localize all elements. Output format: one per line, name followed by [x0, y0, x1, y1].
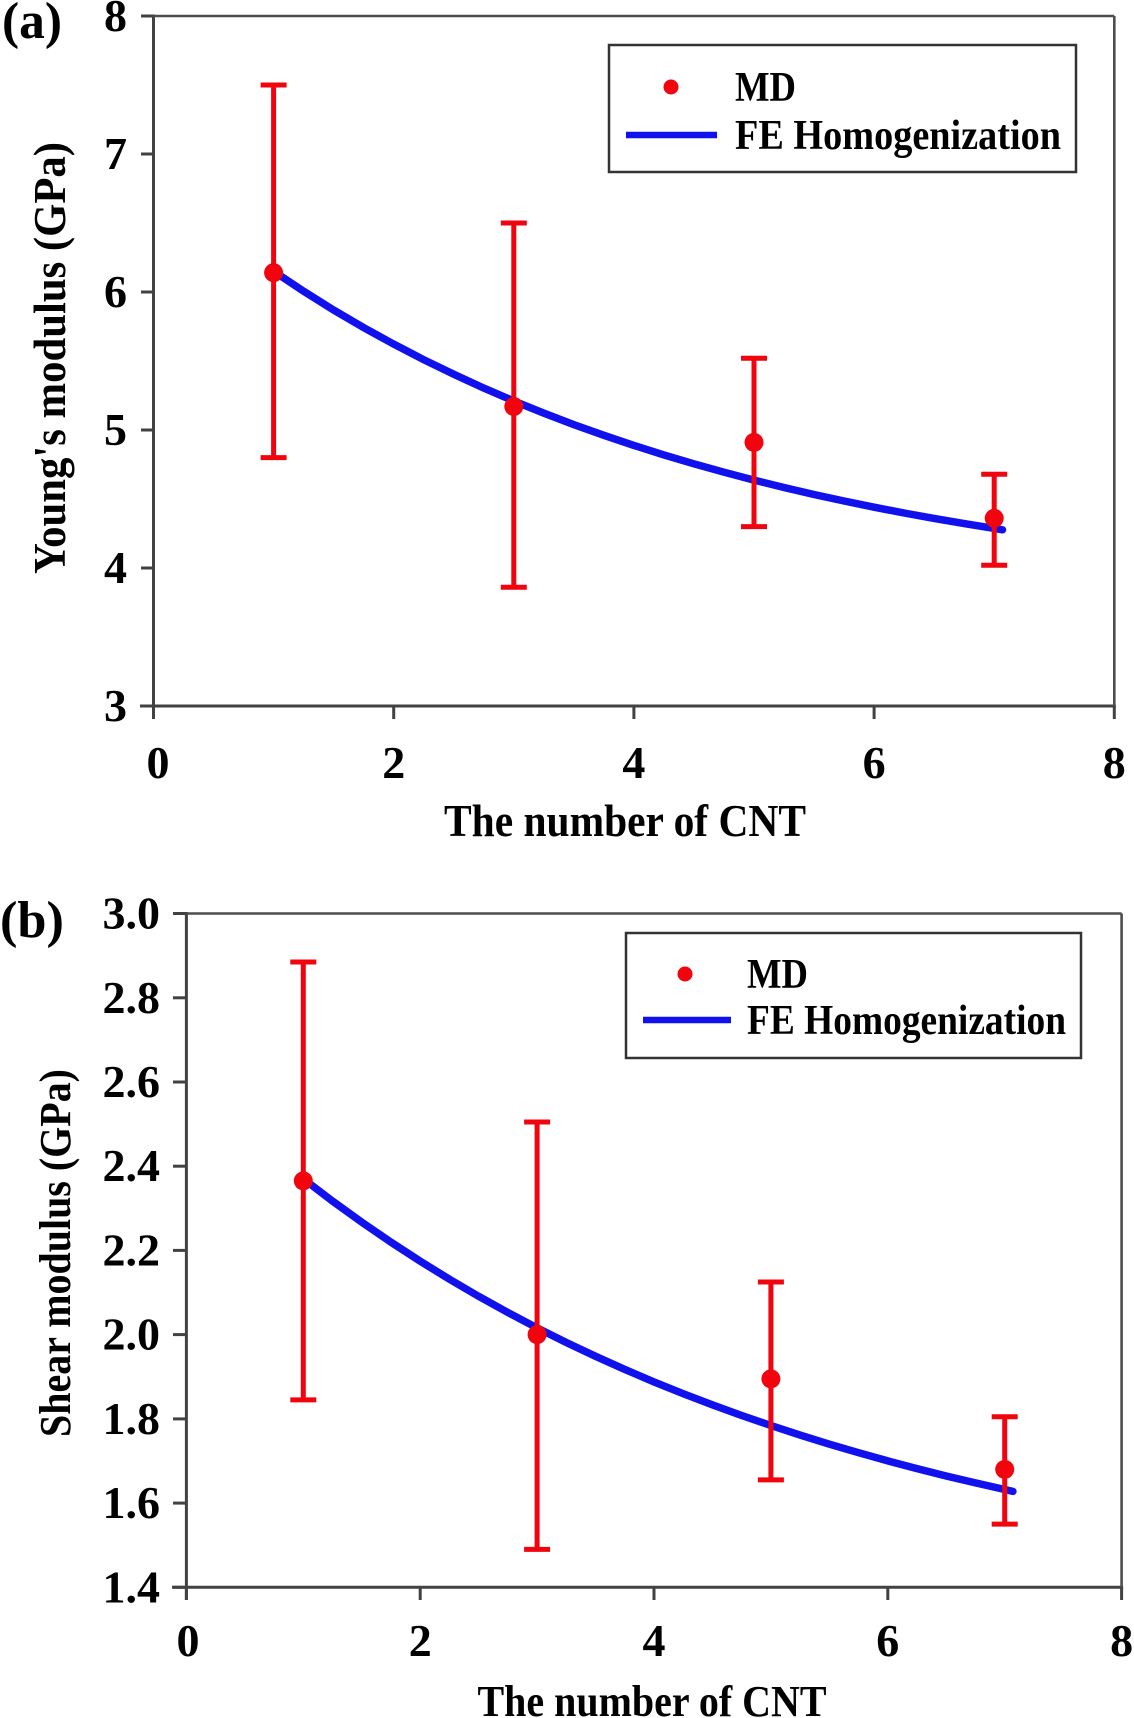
svg-text:6: 6 — [863, 737, 886, 788]
svg-text:The number of CNT: The number of CNT — [444, 795, 806, 846]
svg-text:FE Homogenization: FE Homogenization — [735, 113, 1061, 159]
svg-text:FE Homogenization: FE Homogenization — [747, 998, 1066, 1044]
svg-text:8: 8 — [104, 0, 127, 41]
svg-text:2.2: 2.2 — [103, 1224, 161, 1275]
svg-text:2.0: 2.0 — [103, 1309, 161, 1360]
svg-text:Shear modulus (GPa): Shear modulus (GPa) — [31, 1069, 80, 1437]
svg-text:0: 0 — [177, 1615, 200, 1666]
svg-text:1.6: 1.6 — [103, 1477, 161, 1528]
svg-text:6: 6 — [876, 1615, 899, 1666]
svg-text:4: 4 — [104, 542, 127, 593]
svg-text:1.4: 1.4 — [103, 1561, 161, 1612]
svg-text:5: 5 — [104, 404, 127, 455]
svg-text:MD: MD — [747, 952, 808, 998]
svg-text:6: 6 — [104, 266, 127, 317]
svg-text:Young's modulus (GPa): Young's modulus (GPa) — [25, 142, 75, 574]
svg-text:1.8: 1.8 — [103, 1393, 161, 1444]
svg-text:0: 0 — [147, 737, 170, 788]
svg-text:7: 7 — [104, 128, 127, 179]
svg-text:MD: MD — [735, 65, 796, 111]
svg-text:2.4: 2.4 — [103, 1140, 161, 1191]
svg-text:3.0: 3.0 — [103, 888, 161, 939]
svg-text:3: 3 — [104, 680, 127, 731]
svg-text:(b): (b) — [0, 892, 64, 949]
svg-text:4: 4 — [643, 1615, 666, 1666]
svg-text:2: 2 — [409, 1615, 432, 1666]
svg-text:8: 8 — [1103, 737, 1126, 788]
svg-text:2.6: 2.6 — [103, 1056, 161, 1107]
svg-text:(a): (a) — [2, 0, 62, 50]
svg-text:8: 8 — [1110, 1615, 1133, 1666]
svg-text:2.8: 2.8 — [103, 972, 161, 1023]
svg-text:4: 4 — [622, 737, 645, 788]
svg-text:2: 2 — [382, 737, 405, 788]
svg-text:The number of CNT: The number of CNT — [478, 1677, 827, 1718]
